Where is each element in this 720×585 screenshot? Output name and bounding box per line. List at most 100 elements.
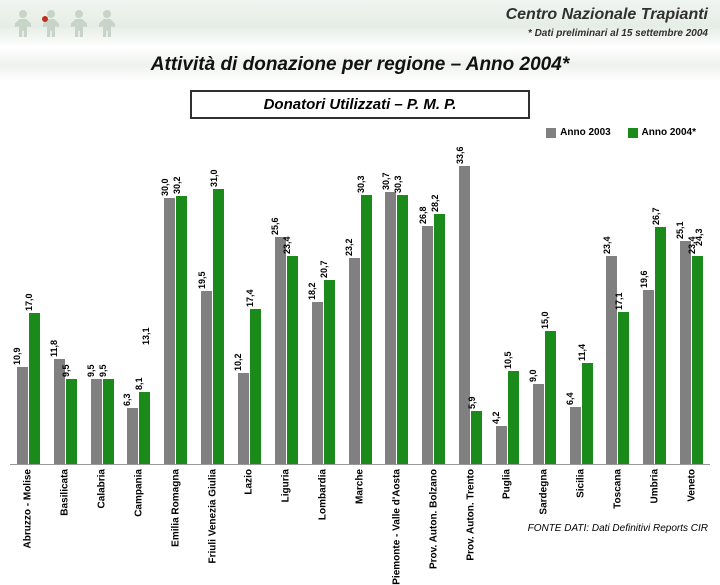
category-label: Marche	[355, 469, 366, 504]
x-axis-label: Emilia Romagna	[157, 465, 194, 585]
bar-series-a: 4,2	[496, 426, 507, 463]
x-axis-label: Prov. Auton. Bolzano	[415, 465, 452, 585]
bar-series-a: 19,5	[201, 291, 212, 464]
bar-group: 30,730,3	[378, 192, 415, 464]
bar-value-label: 23,4	[602, 237, 612, 255]
category-label: Umbria	[649, 469, 660, 503]
bar-group: 6,38,113,1	[121, 347, 158, 463]
bar-value-label: 9,0	[528, 369, 538, 382]
bar-value-label: 6,3	[122, 393, 132, 406]
bar-series-b: 30,3	[361, 195, 372, 463]
bar-series-a: 19,6	[643, 290, 654, 464]
bar-group: 18,220,7	[305, 280, 342, 463]
bar-series-a: 9,5	[91, 379, 102, 463]
category-label: Emilia Romagna	[170, 469, 181, 547]
figure-icon	[38, 10, 64, 40]
figure-icon	[10, 10, 36, 40]
bar-group: 23,417,1	[600, 256, 637, 463]
bar-value-label: 30,3	[356, 176, 366, 194]
bar-value-label: 10,5	[503, 351, 513, 369]
bar-series-a: 10,2	[238, 373, 249, 463]
bar-group: 6,4 11,4	[563, 363, 600, 464]
x-axis-label: Calabria	[84, 465, 121, 585]
bar-value-label: 26,8	[418, 207, 428, 225]
bar-value-label: 13,1	[141, 328, 151, 346]
bar-series-b: 11,4	[582, 363, 593, 464]
main-title: Attività di donazione per regione – Anno…	[0, 48, 720, 82]
category-label: Friuli Venezia Giulia	[207, 469, 218, 563]
bar-value-label: 33,6	[455, 146, 465, 164]
data-source: FONTE DATI: Dati Definitivi Reports CIR	[528, 523, 708, 534]
red-dot-icon	[42, 16, 48, 22]
bar-series-a: 25,6	[275, 237, 286, 464]
bar-value-label: 9,5	[86, 365, 96, 378]
category-label: Puglia	[502, 469, 513, 499]
bar-value-label: 26,7	[651, 207, 661, 225]
bar-value-label: 17,0	[24, 293, 34, 311]
bar-series-a: 25,1	[680, 241, 691, 463]
bar-series-a: 30,0	[164, 198, 175, 464]
category-label: Lazio	[244, 469, 255, 495]
category-label: Toscana	[612, 469, 623, 509]
category-label: Veneto	[686, 469, 697, 502]
disclaimer-text: * Dati preliminari al 15 settembre 2004	[528, 28, 708, 39]
bar-value-label: 28,2	[430, 194, 440, 212]
org-title: Centro Nazionale Trapianti	[506, 6, 708, 24]
bar-chart: 10,917,011,89,59,59,56,38,113,130,030,21…	[10, 145, 710, 465]
legend-item-2004: Anno 2004*	[628, 127, 696, 138]
bar-series-b: 30,3	[397, 195, 408, 463]
bar-value-label: 9,5	[61, 365, 71, 378]
bar-value-label: 23,2	[344, 238, 354, 256]
bar-series-a: 26,8	[422, 226, 433, 463]
bar-group: 25,623,4	[268, 237, 305, 464]
bar-series-b: 8,1	[139, 392, 150, 464]
bar-value-label: 19,5	[197, 271, 207, 289]
bar-value-label: 30,0	[160, 178, 170, 196]
bar-value-label: 9,5	[98, 365, 108, 378]
bar-series-b: 28,2	[434, 214, 445, 464]
bar-group: 23,230,3	[342, 195, 379, 463]
bar-series-b: 30,2	[176, 196, 187, 463]
x-axis-label: Prov. Auton. Trento	[452, 465, 489, 585]
category-label: Prov. Auton. Bolzano	[428, 469, 439, 569]
x-axis-label: Basilicata	[47, 465, 84, 585]
bar-value-label: 23,4	[282, 237, 292, 255]
bar-series-a: 10,9	[17, 367, 28, 464]
category-label: Piemonte - Valle d'Aosta	[391, 469, 402, 585]
bar-series-a: 30,7	[385, 192, 396, 464]
legend-item-2003: Anno 2003	[546, 127, 611, 138]
chart-legend: Anno 2003 Anno 2004*	[0, 119, 720, 141]
bar-group: 19,626,7	[636, 227, 673, 463]
category-label: Prov. Auton. Trento	[465, 469, 476, 561]
bar-group: 26,828,2	[415, 214, 452, 464]
bar-series-b: 9,5	[66, 379, 77, 463]
bar-series-b: 23,4	[692, 256, 703, 463]
category-label: Lombardia	[318, 469, 329, 520]
bar-value-label: 19,6	[639, 270, 649, 288]
bar-group: 4,210,5	[489, 371, 526, 464]
figure-icon	[66, 10, 92, 40]
bar-value-label: 30,3	[393, 176, 403, 194]
x-axis-label: Abruzzo - Molise	[10, 465, 47, 585]
figure-icon	[94, 10, 120, 40]
category-label: Sardegna	[539, 469, 550, 515]
bar-series-a: 9,0	[533, 384, 544, 464]
x-axis-label: Marche	[342, 465, 379, 585]
bar-series-a: 6,3	[127, 408, 138, 464]
x-axis-label: Liguria	[268, 465, 305, 585]
bar-value-label: 6,4	[565, 392, 575, 405]
category-label: Campania	[133, 469, 144, 517]
bar-series-b: 10,5	[508, 371, 519, 464]
x-axis-label: Piemonte - Valle d'Aosta	[378, 465, 415, 585]
bar-group: 25,123,424,3	[673, 241, 710, 463]
bar-series-a: 23,2	[349, 258, 360, 463]
bar-value-label: 4,2	[491, 412, 501, 425]
legend-swatch-a	[546, 128, 556, 138]
bar-series-b: 17,1	[618, 312, 629, 463]
bar-series-b: 17,4	[250, 309, 261, 463]
bar-group: 9,59,5	[84, 379, 121, 463]
bar-series-b: 15,0	[545, 331, 556, 464]
bar-value-label: 11,4	[577, 344, 587, 361]
bar-group: 10,217,4	[231, 309, 268, 463]
bar-series-a: 23,4	[606, 256, 617, 463]
